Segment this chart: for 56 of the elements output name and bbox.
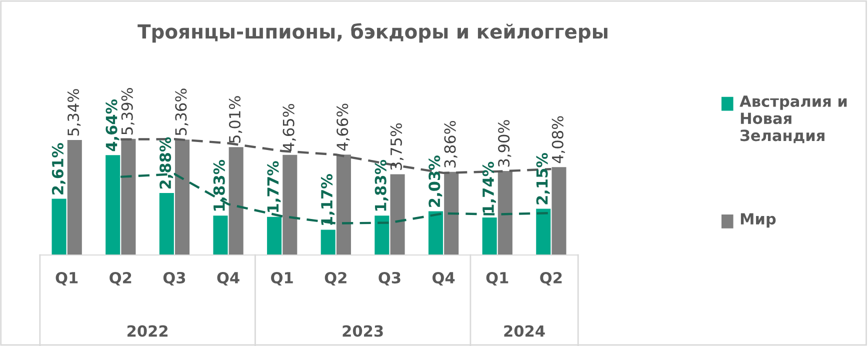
- x-tick-label: Q2: [110, 272, 132, 286]
- legend-label: Австралия и Новая Зеландия: [740, 96, 847, 144]
- bar: [282, 154, 298, 255]
- x-tick-label: Q1: [486, 272, 508, 286]
- bar: [498, 171, 512, 255]
- data-label: 3,86%: [444, 120, 458, 168]
- data-label: 4,64%: [106, 99, 120, 152]
- x-tick-label: Q4: [217, 272, 240, 286]
- data-label: 4,65%: [282, 104, 296, 151]
- data-label: 3,75%: [390, 123, 404, 170]
- bar: [213, 216, 228, 255]
- data-label: 2,15%: [536, 152, 550, 204]
- data-label: 2,88%: [160, 137, 174, 189]
- data-label: 1,83%: [374, 160, 388, 211]
- data-label: 2,03%: [428, 156, 442, 207]
- data-label: 5,34%: [68, 89, 81, 136]
- chart-title: Троянцы-шпионы, бэкдоры и кейлоггеры: [138, 23, 608, 43]
- bar: [228, 147, 244, 255]
- data-label: 5,36%: [175, 88, 188, 136]
- bar: [320, 230, 336, 255]
- x-tick-label: Q2: [324, 272, 346, 286]
- data-label: 5,01%: [228, 96, 242, 143]
- data-label: 5,39%: [121, 88, 134, 135]
- bar: [536, 208, 551, 255]
- text: 2024: [504, 325, 545, 337]
- bar: [374, 216, 390, 255]
- data-label: 2,61%: [52, 143, 66, 194]
- bar: [444, 172, 459, 255]
- x-tick-label: Q1: [56, 272, 78, 286]
- data-label: 1,17%: [320, 174, 334, 225]
- data-label: 1,83%: [213, 160, 227, 211]
- x-tick-label: Q4: [432, 272, 455, 286]
- x-tick-label: Q3: [163, 272, 186, 286]
- x-tick-label: Q3: [378, 272, 400, 286]
- data-label: 4,08%: [552, 116, 565, 164]
- bar: [159, 192, 174, 255]
- text: 2022: [128, 325, 168, 337]
- x-tick-label: Q2: [540, 272, 562, 286]
- bar: [67, 140, 82, 255]
- data-label: 1,74%: [482, 162, 496, 213]
- bar: [175, 140, 190, 255]
- bar: [428, 211, 444, 255]
- bar: [121, 138, 136, 255]
- data-label: 1,77%: [267, 161, 281, 212]
- bar: [390, 174, 405, 255]
- bar: [267, 216, 282, 255]
- bar: [336, 154, 351, 255]
- bar: [552, 167, 566, 255]
- data-label: 3,90%: [498, 120, 512, 167]
- bar: [52, 198, 66, 255]
- legend-label: Мир: [740, 213, 776, 228]
- x-tick-label: Q1: [271, 272, 293, 286]
- bar: [106, 155, 120, 255]
- text: 2023: [342, 325, 383, 337]
- data-label: 4,66%: [336, 104, 350, 151]
- bar: [482, 218, 497, 255]
